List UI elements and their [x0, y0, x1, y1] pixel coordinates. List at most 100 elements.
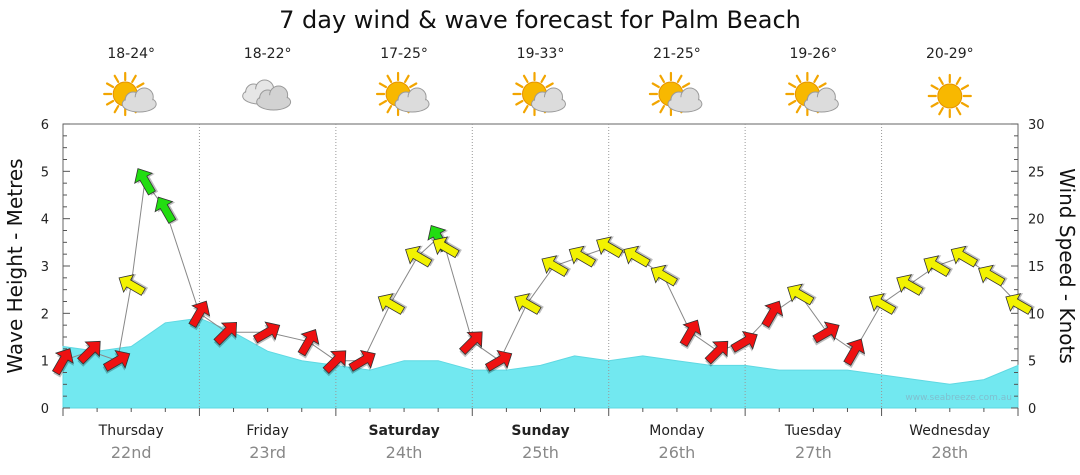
sun-ray	[378, 82, 388, 89]
wind-arrow-shape	[623, 245, 651, 268]
right-tick-label: 5	[1028, 355, 1036, 370]
left-tick-label: 6	[41, 118, 49, 133]
sun-ray	[676, 74, 683, 83]
wind-arrow	[650, 264, 681, 287]
sun-ray	[651, 99, 660, 106]
day-temperature: 18-24°	[107, 46, 155, 62]
wind-arrow	[348, 349, 376, 374]
day-name: Friday	[246, 423, 288, 439]
wind-arrow	[812, 321, 840, 346]
sun-ray	[955, 76, 962, 85]
partly-cloudy-icon	[785, 71, 839, 117]
sun-ray	[113, 74, 120, 83]
wind-arrow-shape	[761, 300, 784, 328]
day-date: 25th	[522, 443, 559, 462]
left-tick-label: 3	[41, 260, 49, 275]
day-name: Saturday	[368, 423, 439, 439]
watermark-text: www.seabreeze.com.au	[905, 393, 1012, 403]
wind-arrow-shape	[568, 245, 597, 268]
day-name: Tuesday	[784, 423, 842, 439]
wind-arrow	[761, 300, 784, 331]
wind-arrow-shape	[77, 340, 101, 365]
chart-title: 7 day wind & wave forecast for Palm Beac…	[279, 6, 801, 34]
wind-arrow-shape	[679, 319, 702, 347]
sun-ray	[955, 107, 962, 116]
day-temperature: 21-25°	[653, 46, 701, 62]
wind-arrow	[102, 349, 131, 374]
sun-ray	[403, 74, 410, 83]
wind-arrow-shape	[812, 321, 840, 344]
right-tick-label: 0	[1028, 402, 1036, 417]
wind-arrow	[484, 349, 513, 374]
wind-arrow-shape	[118, 274, 146, 296]
wind-arrow-shape	[650, 264, 678, 287]
wind-arrow	[459, 331, 483, 358]
wind-arrow	[568, 245, 599, 268]
wind-arrow-shape	[923, 255, 951, 278]
wind-arrow-shape	[348, 349, 376, 372]
wind-arrow	[868, 293, 899, 315]
wind-arrow-shape	[1005, 293, 1033, 315]
wind-arrow	[377, 293, 408, 315]
cloudy-icon	[242, 79, 292, 111]
sun-ray	[522, 74, 529, 83]
wind-arrow	[623, 245, 653, 268]
wind-arrow	[541, 255, 571, 278]
day-name: Wednesday	[909, 423, 990, 439]
wind-arrow	[252, 321, 281, 346]
cloud-fill	[805, 97, 838, 111]
left-tick-label: 1	[41, 355, 49, 370]
wind-arrow	[118, 274, 149, 296]
wind-arrow	[514, 293, 544, 315]
wind-arrow	[730, 330, 758, 355]
day-name: Monday	[649, 423, 704, 439]
wind-arrow	[322, 350, 347, 377]
sun-ray	[515, 99, 524, 106]
partly-cloudy-icon	[103, 71, 157, 117]
wind-arrow-shape	[377, 293, 406, 315]
sun-ray	[788, 82, 797, 89]
cloud-fill	[532, 97, 565, 111]
right-tick-label: 30	[1028, 118, 1045, 133]
sun-ray	[131, 74, 137, 83]
sun-ray	[659, 74, 666, 83]
right-tick-label: 20	[1028, 213, 1045, 228]
wind-arrow	[843, 338, 866, 369]
day-temperature: 19-26°	[790, 46, 838, 62]
wind-arrow	[978, 264, 1008, 287]
wind-arrow	[950, 245, 981, 268]
wind-arrow-shape	[297, 329, 320, 357]
sun-ray	[788, 99, 797, 106]
wind-arrow	[213, 321, 238, 348]
wind-arrow-shape	[252, 321, 281, 344]
sun-ray	[795, 74, 802, 83]
wind-arrow	[77, 340, 101, 367]
left-tick-label: 2	[41, 307, 49, 322]
wind-arrow-shape	[154, 196, 177, 224]
wind-arrow	[134, 168, 159, 196]
day-name: Thursday	[98, 423, 164, 439]
wind-arrow	[596, 236, 626, 259]
wind-arrow-shape	[704, 340, 729, 365]
day-date: 28th	[931, 443, 968, 462]
wind-arrow	[1005, 293, 1035, 315]
wind-arrow-shape	[213, 321, 238, 346]
wind-arrow	[51, 348, 74, 378]
wind-arrow-shape	[51, 348, 74, 376]
sun-ray	[378, 99, 388, 106]
day-date: 22nd	[111, 443, 152, 462]
sun-ray	[545, 82, 554, 89]
sun-ray	[938, 76, 944, 85]
wind-arrow-shape	[596, 236, 624, 259]
right-tick-label: 15	[1028, 260, 1045, 275]
day-date: 24th	[386, 443, 423, 462]
wind-arrow	[188, 300, 211, 331]
wave-height-area	[62, 317, 1019, 409]
sun-ray	[681, 82, 691, 89]
wind-arrow-shape	[896, 274, 924, 296]
sun-ray	[938, 107, 944, 116]
wind-arrow-shape	[405, 245, 433, 268]
partly-cloudy-icon	[512, 71, 566, 117]
